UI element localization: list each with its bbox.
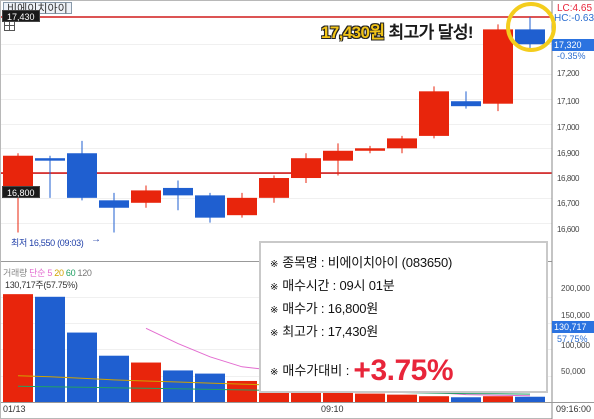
volume-bar [515, 396, 545, 402]
y-tick: 16,800 [557, 174, 580, 183]
candle-body [387, 138, 417, 149]
volume-bar [195, 373, 225, 402]
candle-body [355, 148, 385, 151]
volume-bar [355, 393, 385, 402]
highlight-ring-icon [506, 2, 556, 52]
y-tick: 17,200 [557, 69, 580, 78]
info-row-stock: ※ 종목명 : 비에이치아이 (083650) [270, 255, 453, 270]
current-volume-box: 130,717 [552, 321, 594, 333]
legend-ma5: 5 [47, 268, 53, 278]
high-marker: 17,320 [552, 39, 594, 51]
vol-y-tick: 50,000 [561, 367, 586, 376]
volume-bar [419, 396, 449, 402]
lc-label: LC:4.65 [557, 3, 593, 14]
reference-mark-icon: ※ [270, 367, 279, 378]
volume-chart[interactable] [1, 261, 594, 419]
volume-bar [483, 396, 513, 402]
candle-body [323, 150, 353, 161]
buy-price-box: 16,800 [2, 186, 40, 198]
candlestick-chart[interactable] [1, 1, 594, 261]
legend-ma20: 20 [54, 268, 64, 278]
volume-panel: 거래량 단순 5 20 60 120 130,717주(57.75%) 200,… [1, 261, 594, 419]
current-price-box: 17,430 [2, 10, 40, 22]
volume-value: 130,717주(57.75%) [5, 280, 78, 290]
legend-volume: 거래량 [3, 268, 27, 278]
candle-body [35, 158, 65, 161]
candle-body [195, 195, 225, 218]
y-tick: 17,000 [557, 123, 580, 132]
volume-bar [227, 380, 257, 402]
reference-mark-icon: ※ [270, 328, 279, 339]
hc-label: HC:-0.63 [554, 13, 594, 24]
candle-body [419, 91, 449, 136]
achievement-price: 17,430원 [321, 23, 385, 42]
y-tick: 17,100 [557, 97, 580, 106]
reference-mark-icon: ※ [270, 305, 279, 316]
candle-body [259, 178, 289, 198]
x-tick-date: 01/13 [3, 404, 26, 414]
vol-y-tick: 100,000 [561, 341, 590, 350]
change-percent: +3.75% [353, 354, 454, 387]
vol-y-tick: 150,000 [561, 311, 590, 320]
trade-info-card: ※ 종목명 : 비에이치아이 (083650) ※ 매수시간 : 09시 01분 ※… [259, 241, 548, 393]
info-row-change: ※ 매수가대비 : +3.75% [270, 354, 454, 387]
volume-bar [3, 294, 33, 402]
low-annotation: 최저 16,550 (09:03) [11, 238, 84, 248]
legend-ma60: 60 [65, 268, 76, 278]
candle-body [227, 197, 257, 216]
vol-y-tick: 200,000 [561, 284, 590, 293]
current-volume-pct: 57.75% [557, 334, 588, 344]
info-row-buy-price: ※ 매수가 : 16,800원 [270, 301, 379, 316]
candle-body [163, 187, 193, 196]
achievement-banner: 17,430원 최고가 달성! [321, 18, 474, 43]
candle-body [131, 190, 161, 203]
y-tick: 16,700 [557, 199, 580, 208]
volume-bar [99, 355, 129, 402]
candle-body [67, 153, 97, 198]
legend-ma120: 120 [77, 268, 92, 278]
reference-mark-icon: ※ [270, 282, 279, 293]
candle-body [3, 155, 33, 188]
volume-bar [131, 362, 161, 402]
volume-bar [323, 391, 353, 402]
price-panel: 비에이치아이 17,430 16,800 최저 16,550 (09:03) →… [1, 1, 594, 261]
volume-bar [387, 394, 417, 402]
volume-bar [35, 296, 65, 402]
y-tick: 16,900 [557, 149, 580, 158]
reference-mark-icon: ※ [270, 259, 279, 270]
achievement-text: 최고가 달성! [384, 23, 474, 42]
x-tick-time-end: 09:16:00 [556, 404, 592, 414]
y-tick: 16,600 [557, 225, 580, 234]
legend-ma-type: 단순 [29, 268, 46, 278]
volume-legend[interactable]: 거래량 단순 5 20 60 120 [3, 266, 92, 279]
candle-body [99, 200, 129, 208]
volume-bar [163, 370, 193, 402]
info-row-time: ※ 매수시간 : 09시 01분 [270, 278, 395, 293]
pct-label: -0.35% [557, 51, 586, 61]
arrow-right-icon: → [91, 234, 101, 245]
info-row-high-price: ※ 최고가 : 17,430원 [270, 324, 379, 339]
volume-bar [451, 397, 481, 402]
volume-bar [67, 332, 97, 402]
x-tick-time: 09:10 [321, 404, 344, 414]
candle-body [291, 158, 321, 179]
candle-body [451, 101, 481, 107]
candle-body [483, 29, 513, 104]
